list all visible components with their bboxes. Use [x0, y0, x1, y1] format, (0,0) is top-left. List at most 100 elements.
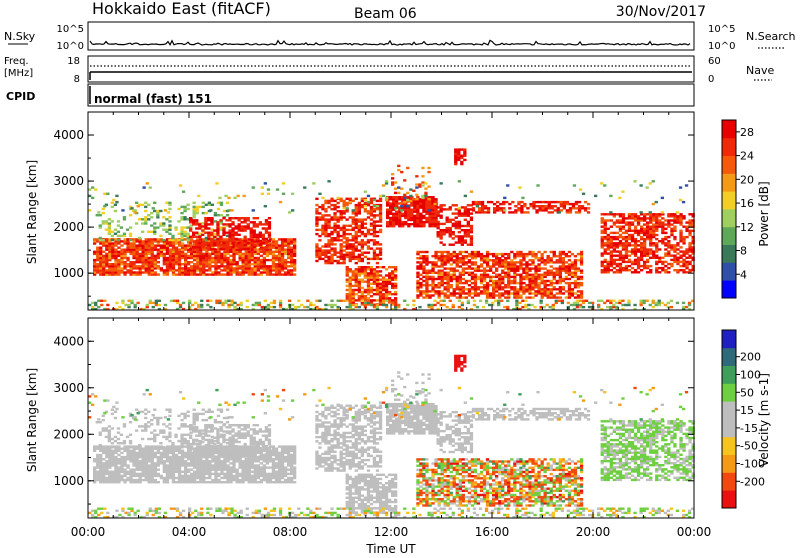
- range-gate-cell: [574, 259, 577, 261]
- range-gate-cell: [349, 239, 352, 241]
- range-gate-cell: [392, 196, 395, 198]
- range-gate-cell: [364, 266, 367, 268]
- range-gate-cell: [99, 253, 102, 255]
- range-gate-cell: [574, 286, 577, 288]
- range-gate-cell: [361, 247, 364, 249]
- range-gate-cell: [545, 201, 548, 203]
- range-gate-cell: [327, 249, 330, 251]
- range-gate-cell: [616, 242, 619, 244]
- range-gate-cell: [670, 300, 673, 302]
- range-gate-cell: [462, 267, 465, 269]
- range-gate-cell: [422, 280, 425, 282]
- range-gate-cell: [465, 282, 468, 284]
- range-gate-cell: [382, 279, 385, 281]
- range-gate-cell: [556, 261, 559, 263]
- range-gate-cell: [281, 265, 284, 267]
- range-gate-cell: [643, 240, 646, 242]
- range-gate-cell: [453, 278, 456, 280]
- range-gate-cell: [530, 304, 533, 306]
- range-gate-cell: [141, 204, 144, 206]
- range-gate-cell: [385, 197, 388, 199]
- range-gate-cell: [126, 471, 129, 473]
- range-gate-cell: [682, 259, 685, 261]
- range-gate-cell: [120, 259, 123, 261]
- range-gate-cell: [559, 272, 562, 274]
- range-gate-cell: [513, 296, 516, 298]
- range-gate-cell: [179, 184, 182, 186]
- range-gate-cell: [504, 263, 507, 265]
- range-gate-cell: [123, 458, 126, 460]
- range-gate-cell: [670, 248, 673, 250]
- range-gate-cell: [601, 271, 604, 273]
- range-gate-cell: [554, 201, 557, 203]
- range-gate-cell: [652, 180, 655, 182]
- range-gate-cell: [129, 267, 132, 269]
- range-gate-cell: [123, 473, 126, 475]
- range-gate-cell: [291, 193, 294, 195]
- range-gate-cell: [215, 182, 218, 184]
- range-gate-cell: [521, 306, 524, 308]
- range-gate-cell: [265, 238, 268, 240]
- range-gate-cell: [210, 234, 213, 236]
- range-gate-cell: [105, 222, 108, 224]
- range-gate-cell: [470, 229, 473, 231]
- range-gate-cell: [170, 300, 173, 302]
- range-gate-cell: [637, 263, 640, 265]
- range-gate-cell: [559, 290, 562, 292]
- range-gate-cell: [679, 234, 682, 236]
- range-gate-cell: [519, 286, 522, 288]
- range-gate-cell: [477, 276, 480, 278]
- range-gate-cell: [111, 251, 114, 253]
- range-gate-cell: [561, 302, 564, 304]
- range-gate-cell: [559, 259, 562, 261]
- range-gate-cell: [491, 302, 494, 304]
- range-gate-cell: [364, 291, 367, 293]
- range-gate-cell: [640, 219, 643, 221]
- range-gate-cell: [318, 254, 321, 256]
- range-gate-cell: [580, 255, 583, 257]
- range-gate-cell: [449, 244, 452, 246]
- range-gate-cell: [622, 248, 625, 250]
- range-gate-cell: [525, 263, 528, 265]
- range-gate-cell: [370, 258, 373, 260]
- range-gate-cell: [579, 306, 582, 308]
- range-gate-cell: [637, 215, 640, 217]
- range-gate-cell: [346, 237, 349, 239]
- range-gate-cell: [111, 452, 114, 454]
- range-gate-cell: [550, 270, 553, 272]
- range-gate-cell: [216, 242, 219, 244]
- range-gate-cell: [324, 243, 327, 245]
- range-gate-cell: [559, 270, 562, 272]
- range-gate-cell: [168, 224, 171, 226]
- range-gate-cell: [419, 223, 422, 225]
- range-gate-cell: [162, 216, 165, 218]
- range-gate-cell: [515, 304, 518, 306]
- range-gate-cell: [527, 304, 530, 306]
- range-gate-cell: [464, 235, 467, 237]
- range-gate-cell: [441, 263, 444, 265]
- range-gate-cell: [634, 271, 637, 273]
- range-gate-cell: [465, 296, 468, 298]
- range-gate-cell: [260, 261, 263, 263]
- range-gate-cell: [440, 206, 443, 208]
- range-gate-cell: [413, 202, 416, 204]
- range-gate-cell: [587, 207, 590, 209]
- range-gate-cell: [231, 238, 234, 240]
- range-gate-cell: [667, 271, 670, 273]
- range-gate-cell: [379, 195, 382, 197]
- range-gate-cell: [563, 205, 566, 207]
- range-gate-cell: [394, 299, 397, 301]
- range-gate-cell: [232, 251, 235, 253]
- range-gate-cell: [105, 271, 108, 273]
- range-gate-cell: [290, 238, 293, 240]
- range-gate-cell: [352, 216, 355, 218]
- range-gate-cell: [604, 265, 607, 267]
- range-gate-cell: [260, 267, 263, 269]
- range-gate-cell: [102, 244, 105, 246]
- range-gate-cell: [204, 219, 207, 221]
- range-gate-cell: [204, 217, 207, 219]
- range-gate-cell: [673, 226, 676, 228]
- range-gate-cell: [290, 261, 293, 263]
- range-gate-cell: [404, 213, 407, 215]
- nsearch-tick-top: 10^5: [708, 24, 735, 35]
